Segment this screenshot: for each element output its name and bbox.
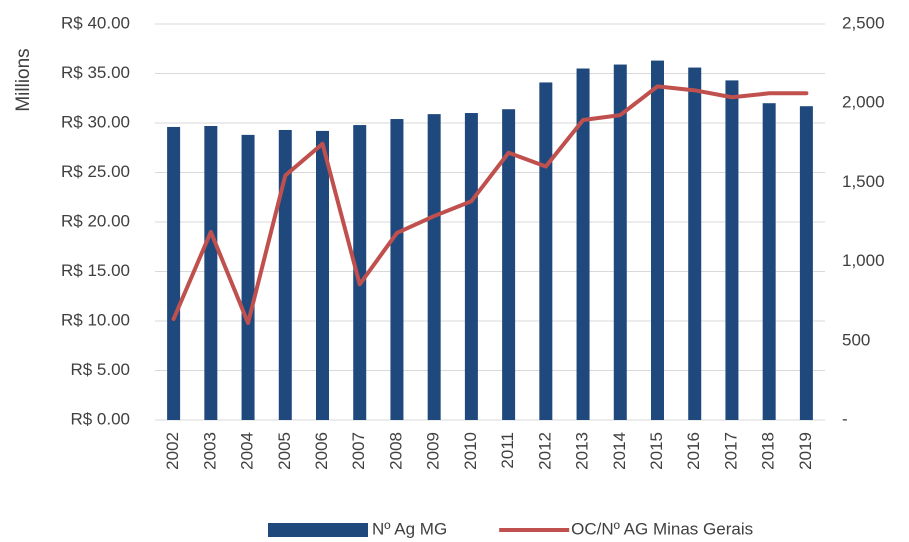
x-tick-label: 2013 — [573, 432, 592, 470]
legend-swatch — [268, 523, 368, 537]
bar — [539, 82, 553, 421]
y-tick-label: R$ 25.00 — [61, 162, 130, 181]
x-tick-label: 2007 — [349, 432, 368, 470]
y2-tick-label: - — [842, 409, 848, 428]
bar — [464, 113, 478, 420]
y2-tick-label: 500 — [842, 330, 870, 349]
y-tick-label: R$ 40.00 — [61, 13, 130, 32]
x-tick-label: 2008 — [386, 432, 405, 470]
y-axis-label: Millions — [13, 48, 34, 111]
bar — [651, 60, 664, 421]
y2-tick-label: 1,500 — [842, 172, 885, 191]
y-tick-label: R$ 10.00 — [61, 310, 130, 329]
x-tick-label: 2006 — [312, 432, 331, 470]
bar — [576, 68, 590, 420]
bar — [204, 126, 218, 421]
y-tick-label: R$ 20.00 — [61, 211, 130, 230]
bar — [725, 80, 739, 420]
y2-tick-label: 2,500 — [842, 13, 885, 32]
bar — [613, 64, 627, 420]
legend-label: Nº Ag MG — [372, 519, 447, 538]
x-tick-label: 2011 — [498, 432, 517, 469]
bar — [316, 130, 329, 421]
legend-label: OC/Nº AG Minas Gerais — [571, 519, 753, 538]
x-tick-label: 2015 — [647, 432, 666, 470]
bar — [427, 114, 441, 420]
x-tick-label: 2018 — [759, 432, 778, 470]
x-tick-label: 2019 — [796, 432, 815, 470]
bar — [502, 109, 516, 420]
bar — [799, 106, 813, 421]
y-tick-label: R$ 0.00 — [70, 409, 130, 428]
bar — [688, 67, 702, 420]
bar — [278, 129, 292, 420]
x-tick-label: 2003 — [200, 432, 219, 470]
line — [171, 84, 809, 325]
x-tick-label: 2004 — [238, 432, 257, 470]
y-tick-label: R$ 35.00 — [61, 63, 130, 82]
y2-tick-label: 2,000 — [842, 93, 885, 112]
x-tick-label: 2017 — [721, 432, 740, 470]
bar — [167, 126, 181, 421]
y2-tick-label: 1,000 — [842, 251, 885, 270]
x-tick-label: 2012 — [535, 432, 554, 470]
bar — [762, 103, 776, 420]
x-tick-label: 2014 — [610, 432, 629, 470]
x-tick-label: 2005 — [275, 432, 294, 470]
bar — [241, 134, 255, 420]
x-tick-label: 2002 — [163, 432, 182, 470]
bar — [353, 125, 367, 420]
x-tick-label: 2010 — [461, 432, 480, 470]
y-tick-label: R$ 30.00 — [61, 112, 130, 131]
x-tick-label: 2016 — [684, 432, 703, 470]
x-tick-label: 2009 — [424, 432, 443, 470]
y-tick-label: R$ 15.00 — [61, 261, 130, 280]
y-tick-label: R$ 5.00 — [70, 360, 130, 379]
bar — [390, 119, 404, 420]
